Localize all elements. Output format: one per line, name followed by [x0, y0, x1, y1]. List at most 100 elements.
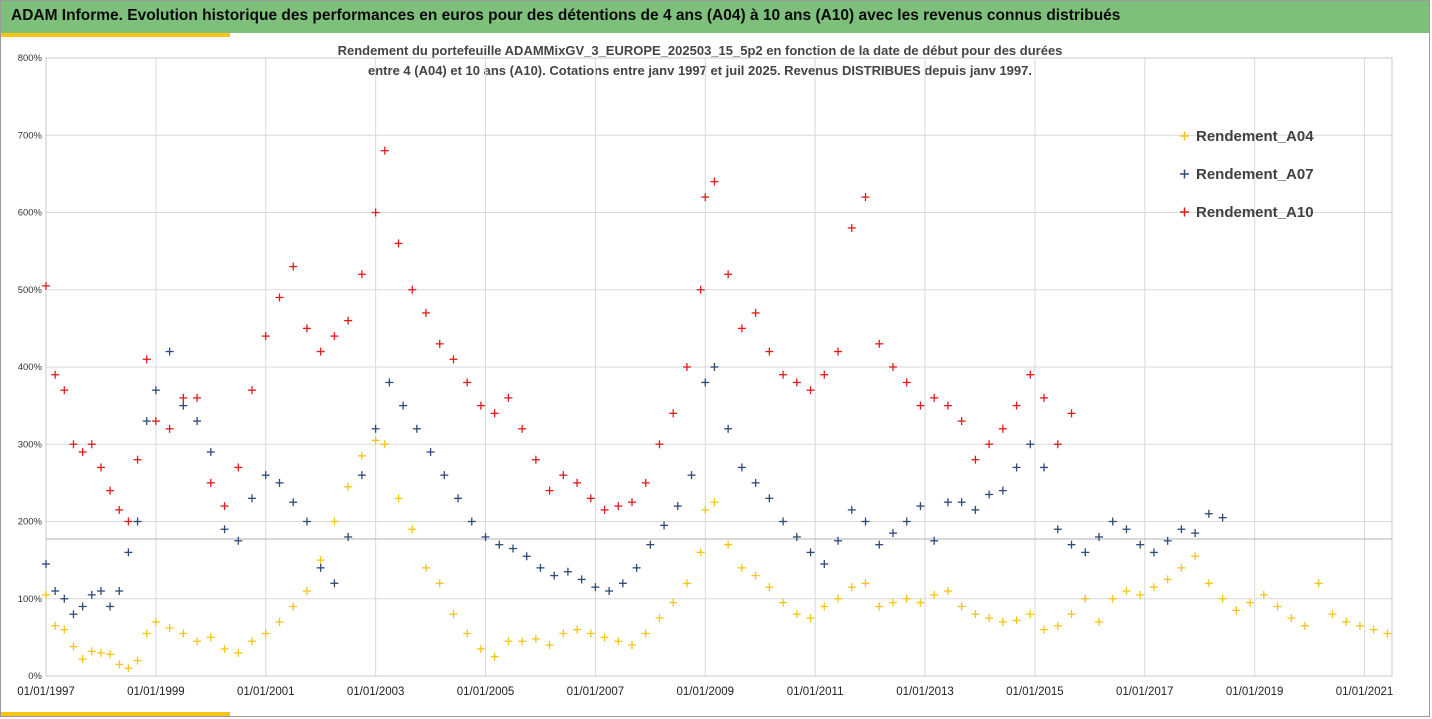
data-point — [957, 602, 966, 611]
y-axis-ticks: 0% 100% 200% 300% 400% 500% 600% 700% 800% — [18, 53, 43, 682]
data-point — [380, 440, 389, 449]
data-point — [518, 637, 527, 646]
data-point — [440, 471, 449, 480]
data-point — [87, 590, 96, 599]
data-point — [96, 463, 105, 472]
data-point — [124, 664, 133, 673]
data-point — [792, 610, 801, 619]
data-point — [490, 409, 499, 418]
data-point — [687, 471, 696, 480]
data-point — [454, 494, 463, 503]
data-point — [701, 193, 710, 202]
x-tick-label: 01/01/1999 — [127, 686, 185, 698]
data-point — [106, 602, 115, 611]
data-point — [1053, 621, 1062, 630]
data-point — [69, 642, 78, 651]
legend-item: Rendement_A07 — [1180, 166, 1314, 183]
data-point — [165, 624, 174, 633]
data-point — [435, 579, 444, 588]
data-point — [421, 308, 430, 317]
data-point — [985, 440, 994, 449]
data-point — [330, 332, 339, 341]
data-point — [508, 544, 517, 553]
data-point — [1204, 579, 1213, 588]
data-point — [1040, 393, 1049, 402]
data-point — [248, 494, 257, 503]
x-tick-label: 01/01/2011 — [787, 686, 844, 698]
data-point — [701, 505, 710, 514]
chart-title-line-1: Rendement du portefeuille ADAMMixGV_3_EU… — [338, 43, 1063, 58]
data-point — [875, 339, 884, 348]
data-point — [316, 556, 325, 565]
data-point — [1067, 610, 1076, 619]
data-point — [87, 440, 96, 449]
data-point — [1301, 621, 1310, 630]
data-point — [206, 633, 215, 642]
data-point — [394, 239, 403, 248]
data-point — [289, 262, 298, 271]
data-point — [834, 536, 843, 545]
data-point — [669, 409, 678, 418]
data-point — [1040, 625, 1049, 634]
data-point — [51, 621, 60, 630]
data-point — [1026, 440, 1035, 449]
legend-label: Rendement_A10 — [1196, 204, 1314, 221]
data-point — [261, 629, 270, 638]
data-point — [302, 517, 311, 526]
data-point — [1218, 594, 1227, 603]
data-point — [151, 617, 160, 626]
data-point — [646, 540, 655, 549]
data-point — [751, 571, 760, 580]
data-point — [1232, 606, 1241, 615]
data-point — [724, 540, 733, 549]
data-point — [779, 370, 788, 379]
data-point — [106, 486, 115, 495]
data-point — [673, 502, 682, 511]
x-axis-ticks: 01/01/1997 01/01/1999 01/01/2001 01/01/2003… — [17, 686, 1393, 698]
data-point — [106, 650, 115, 659]
data-point — [220, 644, 229, 653]
data-point — [701, 378, 710, 387]
data-point — [1067, 540, 1076, 549]
data-point — [1204, 509, 1213, 518]
data-point — [124, 548, 133, 557]
data-point — [600, 633, 609, 642]
data-point — [78, 655, 87, 664]
data-point — [60, 625, 69, 634]
accent-bar-bottom — [1, 712, 230, 716]
data-point — [399, 401, 408, 410]
data-point — [1191, 529, 1200, 538]
data-point — [42, 590, 50, 599]
data-point — [42, 281, 50, 290]
data-point — [577, 575, 586, 584]
data-point — [142, 417, 151, 426]
data-point — [628, 498, 637, 507]
data-point — [765, 347, 774, 356]
data-point — [449, 355, 458, 364]
data-point — [710, 498, 719, 507]
data-point — [344, 532, 353, 541]
data-point — [248, 386, 257, 395]
data-point — [1177, 563, 1186, 572]
data-point — [165, 347, 174, 356]
data-point — [357, 471, 366, 480]
y-tick-label: 300% — [18, 439, 43, 450]
data-point — [1012, 463, 1021, 472]
data-point — [1314, 579, 1323, 588]
data-point — [504, 637, 513, 646]
data-point — [765, 494, 774, 503]
series-Rendement_A10 — [42, 146, 1076, 526]
data-point — [545, 641, 554, 650]
legend-item: Rendement_A04 — [1180, 128, 1314, 145]
data-point — [316, 563, 325, 572]
data-point — [481, 532, 490, 541]
data-point — [641, 629, 650, 638]
data-point — [115, 587, 124, 596]
data-point — [261, 332, 270, 341]
data-point — [985, 490, 994, 499]
data-point — [916, 598, 925, 607]
data-point — [614, 637, 623, 646]
data-point — [682, 579, 691, 588]
data-point — [806, 614, 815, 623]
